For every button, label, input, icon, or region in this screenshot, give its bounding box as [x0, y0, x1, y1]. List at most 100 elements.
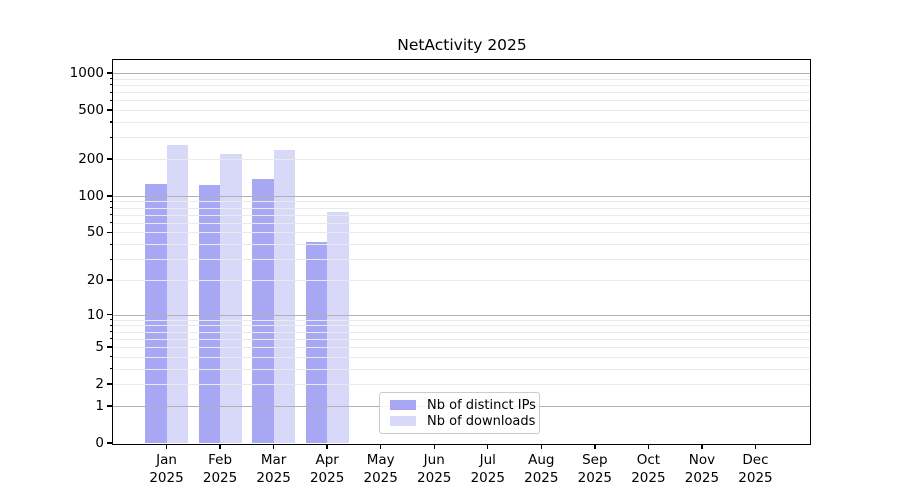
gridline-minor: [113, 78, 810, 80]
gridline-minor: [113, 347, 810, 349]
bar-downloads-mar: [273, 150, 296, 443]
y-minor-tick-mark: [110, 319, 113, 321]
y-minor-tick-mark: [110, 356, 113, 358]
bar-downloads-feb: [220, 154, 242, 443]
gridline-minor: [113, 137, 810, 139]
gridline-minor: [113, 259, 810, 261]
gridline-major: [113, 314, 810, 316]
gridline-minor: [113, 84, 810, 86]
x-tick-mark: [647, 445, 650, 449]
y-minor-tick-mark: [110, 368, 113, 370]
y-tick-mark: [107, 109, 112, 111]
x-tick-label: Feb 2025: [202, 452, 238, 486]
y-tick-mark: [107, 442, 112, 444]
x-tick-label: Nov 2025: [684, 452, 720, 486]
gridline-minor: [113, 158, 810, 160]
y-minor-tick-mark: [110, 84, 113, 86]
x-tick-label: Oct 2025: [631, 452, 666, 486]
y-minor-tick-mark: [110, 222, 113, 224]
x-tick-mark: [272, 445, 275, 449]
y-tick-mark: [107, 72, 112, 74]
y-tick-label: 5: [95, 339, 104, 356]
x-tick-mark: [326, 445, 328, 449]
legend-label: Nb of distinct IPs: [427, 397, 536, 413]
legend-entry: Nb of distinct IPs: [388, 397, 536, 413]
x-tick-mark: [379, 445, 382, 449]
gridline-minor: [113, 207, 810, 209]
y-tick-label: 200: [78, 150, 104, 167]
y-minor-tick-mark: [110, 214, 113, 216]
y-minor-tick-mark: [110, 258, 113, 260]
x-tick-mark: [540, 445, 542, 449]
y-tick-label: 2: [95, 376, 104, 393]
bar-distinct-ips-jan: [145, 183, 167, 443]
x-tick-mark: [165, 445, 168, 449]
y-minor-tick-mark: [110, 99, 113, 101]
gridline-minor: [113, 110, 810, 112]
gridline-major: [113, 195, 810, 197]
y-minor-tick-mark: [110, 78, 113, 80]
gridline-minor: [113, 338, 810, 340]
gridline-minor: [113, 244, 810, 246]
gridline-minor: [113, 222, 810, 224]
x-tick-label: Dec 2025: [738, 452, 773, 486]
legend-label: Nb of downloads: [427, 413, 536, 429]
x-tick-label: Mar 2025: [256, 452, 291, 486]
y-tick-mark: [107, 313, 112, 316]
x-tick-label: Apr 2025: [309, 452, 345, 486]
x-tick-mark: [701, 445, 703, 449]
y-minor-tick-mark: [110, 200, 113, 202]
y-tick-label: 1000: [69, 65, 104, 81]
x-tick-mark: [219, 445, 221, 449]
gridline-minor: [113, 384, 810, 386]
bar-downloads-apr: [327, 212, 349, 443]
chart-title: NetActivity 2025: [397, 36, 527, 54]
gridline-minor: [113, 92, 810, 94]
gridline-minor: [113, 121, 810, 123]
y-minor-tick-mark: [110, 91, 113, 93]
y-tick-label: 10: [86, 306, 104, 323]
x-tick-mark: [594, 445, 596, 449]
gridline-minor: [113, 214, 810, 216]
legend-entry: Nb of downloads: [388, 413, 535, 429]
gridline-minor: [113, 356, 810, 358]
x-tick-mark: [487, 445, 489, 449]
gridline-minor: [113, 232, 810, 234]
gridline-major: [113, 73, 810, 74]
y-minor-tick-mark: [110, 324, 113, 326]
y-tick-label: 500: [78, 102, 104, 119]
y-tick-mark: [107, 383, 112, 385]
bar-distinct-ips-feb: [198, 184, 221, 443]
y-tick-label: 50: [86, 224, 104, 241]
y-tick-label: 0: [95, 435, 104, 451]
x-tick-label: Aug 2025: [524, 452, 559, 486]
y-tick-label: 100: [78, 187, 104, 204]
plot-area: [112, 59, 811, 445]
bar-distinct-ips-mar: [252, 179, 274, 443]
y-minor-tick-mark: [110, 331, 113, 333]
y-minor-tick-mark: [110, 136, 113, 138]
x-tick-label: Sep 2025: [577, 452, 613, 486]
y-tick-mark: [107, 279, 112, 281]
bar-downloads-jan: [166, 144, 189, 443]
y-tick-label: 1: [95, 397, 104, 414]
gridline-minor: [113, 331, 810, 333]
x-tick-label: Jul 2025: [470, 452, 505, 486]
legend-swatch: [390, 416, 416, 426]
gridline-minor: [113, 279, 810, 281]
y-minor-tick-mark: [110, 207, 113, 209]
gridline-minor: [113, 368, 810, 370]
y-minor-tick-mark: [110, 243, 113, 245]
y-tick-mark: [107, 195, 112, 197]
x-tick-label: May 2025: [363, 452, 398, 486]
y-tick-mark: [107, 346, 112, 348]
y-minor-tick-mark: [110, 338, 113, 340]
y-tick-mark: [107, 158, 112, 160]
gridline-minor: [113, 325, 810, 327]
bar-distinct-ips-apr: [305, 241, 328, 443]
gridline-minor: [113, 100, 810, 102]
y-tick-label: 20: [86, 271, 104, 288]
legend-swatch: [390, 400, 416, 410]
gridline-minor: [113, 201, 810, 203]
